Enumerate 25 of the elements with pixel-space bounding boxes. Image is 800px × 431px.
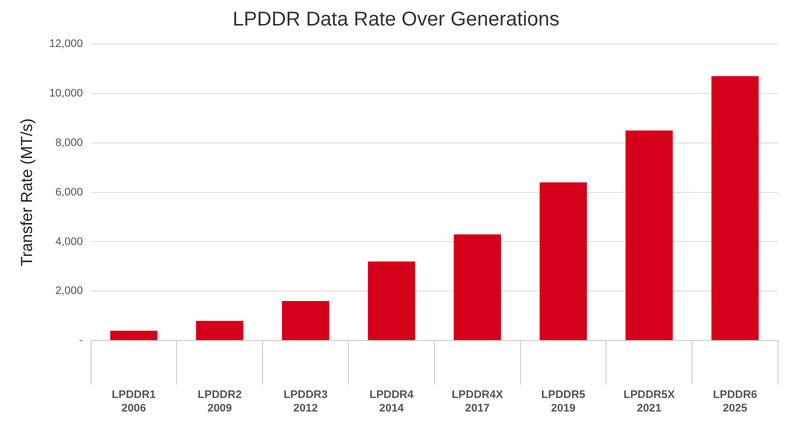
y-axis-title: Transfer Rate (MT/s) (19, 118, 36, 266)
bar (454, 234, 501, 340)
y-tick-label: 6,000 (55, 186, 83, 198)
x-tick-label: LPDDR5 2019 (541, 389, 586, 414)
x-tick-label: LPDDR4 2014 (369, 389, 414, 414)
bar (368, 262, 416, 340)
x-tick-label: LPDDR5X 2021 (623, 389, 676, 414)
bar (540, 182, 587, 340)
y-tick-label: 4,000 (55, 236, 83, 248)
x-tick-label: LPDDR1 2006 (112, 389, 156, 414)
y-tick-label: 8,000 (55, 136, 83, 149)
y-tick-label: 10,000 (49, 87, 83, 100)
x-tick-label: LPDDR3 2012 (284, 389, 328, 414)
y-tick-label: 2,000 (55, 285, 83, 298)
x-tick-label: LPDDR4X 2017 (452, 389, 504, 414)
bar (626, 130, 673, 340)
bar (196, 320, 244, 340)
y-tick-label: - (79, 334, 84, 347)
x-tick-label: LPDDR2 2009 (198, 389, 242, 414)
y-tick-label: 12,000 (49, 38, 83, 50)
bar (711, 76, 759, 340)
x-tick-label: LPDDR6 2025 (713, 389, 758, 414)
bar (282, 301, 330, 340)
chart-title: LPDDR Data Rate Over Generations (232, 8, 560, 31)
bar (110, 330, 158, 340)
